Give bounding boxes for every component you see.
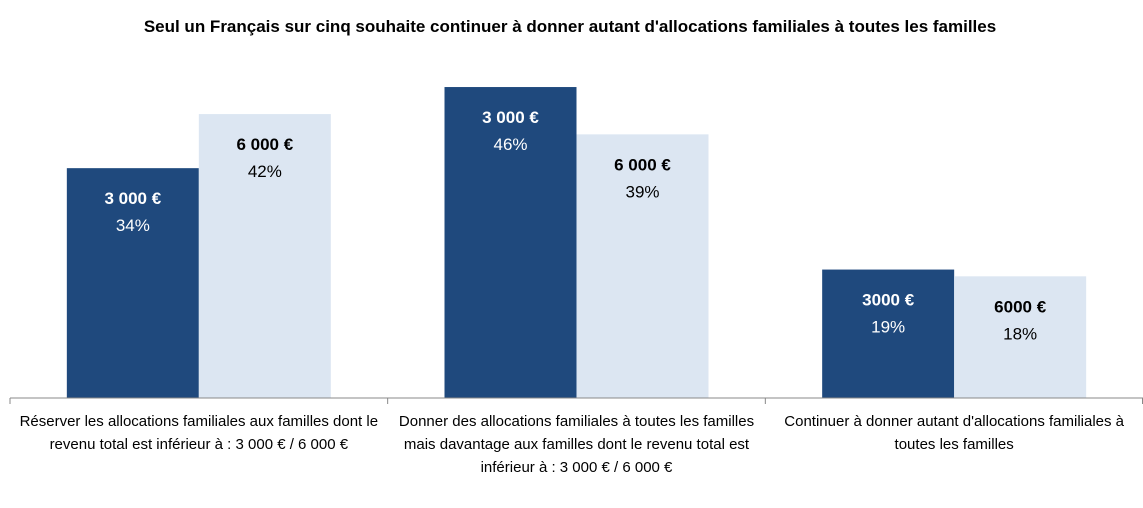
bar-label: 3 000 € [104,189,161,208]
bar [954,276,1087,398]
bar [444,87,577,398]
bar [822,269,955,398]
bar [198,114,331,398]
value-label: 19% [871,318,905,337]
value-label: 39% [625,182,659,201]
bar-label: 6 000 € [236,135,293,154]
value-label: 34% [116,216,150,235]
x-tick-label: Continuer à donner autant d'allocations … [784,413,1125,453]
bar-label: 6000 € [994,297,1047,316]
value-label: 42% [248,162,282,181]
bar [66,168,199,398]
x-tick-label: Réserver les allocations familiales aux … [19,413,379,453]
x-tick-label: Donner des allocations familiales à tout… [398,413,755,476]
bar-label: 6 000 € [614,155,671,174]
value-label: 46% [493,135,527,154]
value-label: 18% [1003,324,1037,343]
bar-label: 3000 € [862,291,915,310]
chart-title: Seul un Français sur cinq souhaite conti… [143,17,997,36]
bar [576,134,709,399]
bar-label: 3 000 € [482,108,539,127]
